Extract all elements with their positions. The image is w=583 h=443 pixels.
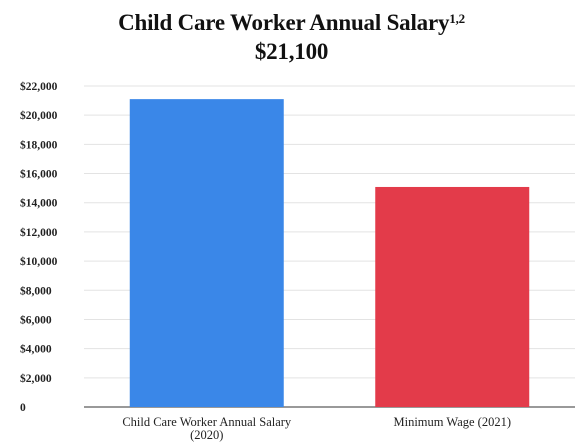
y-tick-label: $8,000 (20, 284, 52, 297)
y-tick-label: $12,000 (20, 226, 58, 239)
x-tick-label-line: Child Care Worker Annual Salary (122, 415, 292, 429)
y-tick-label: $14,000 (20, 197, 58, 210)
y-tick-label: $16,000 (20, 168, 58, 181)
y-tick-label: $4,000 (20, 343, 52, 356)
y-tick-label: $6,000 (20, 313, 52, 326)
chart-title-text: Child Care Worker Annual Salary (118, 10, 450, 35)
x-tick-label-line: Minimum Wage (2021) (394, 415, 512, 429)
y-tick-label: $18,000 (20, 138, 58, 151)
x-tick-label: Child Care Worker Annual Salary (2020) (122, 415, 292, 442)
chart-title-footnote: 1,2 (449, 11, 465, 26)
y-tick-label: $10,000 (20, 255, 58, 268)
bar (375, 186, 530, 407)
y-tick-label: $2,000 (20, 372, 52, 385)
y-tick-label: 0 (20, 402, 26, 414)
bar (129, 99, 284, 407)
chart-title: Child Care Worker Annual Salary1,2 (0, 9, 583, 37)
x-tick-label: Minimum Wage (2021) (394, 415, 512, 429)
y-tick-label: $22,000 (20, 80, 58, 93)
x-tick-label-line: (2020) (190, 428, 223, 442)
y-tick-label: $20,000 (20, 109, 58, 122)
chart-subtitle: $21,100 (254, 39, 329, 64)
